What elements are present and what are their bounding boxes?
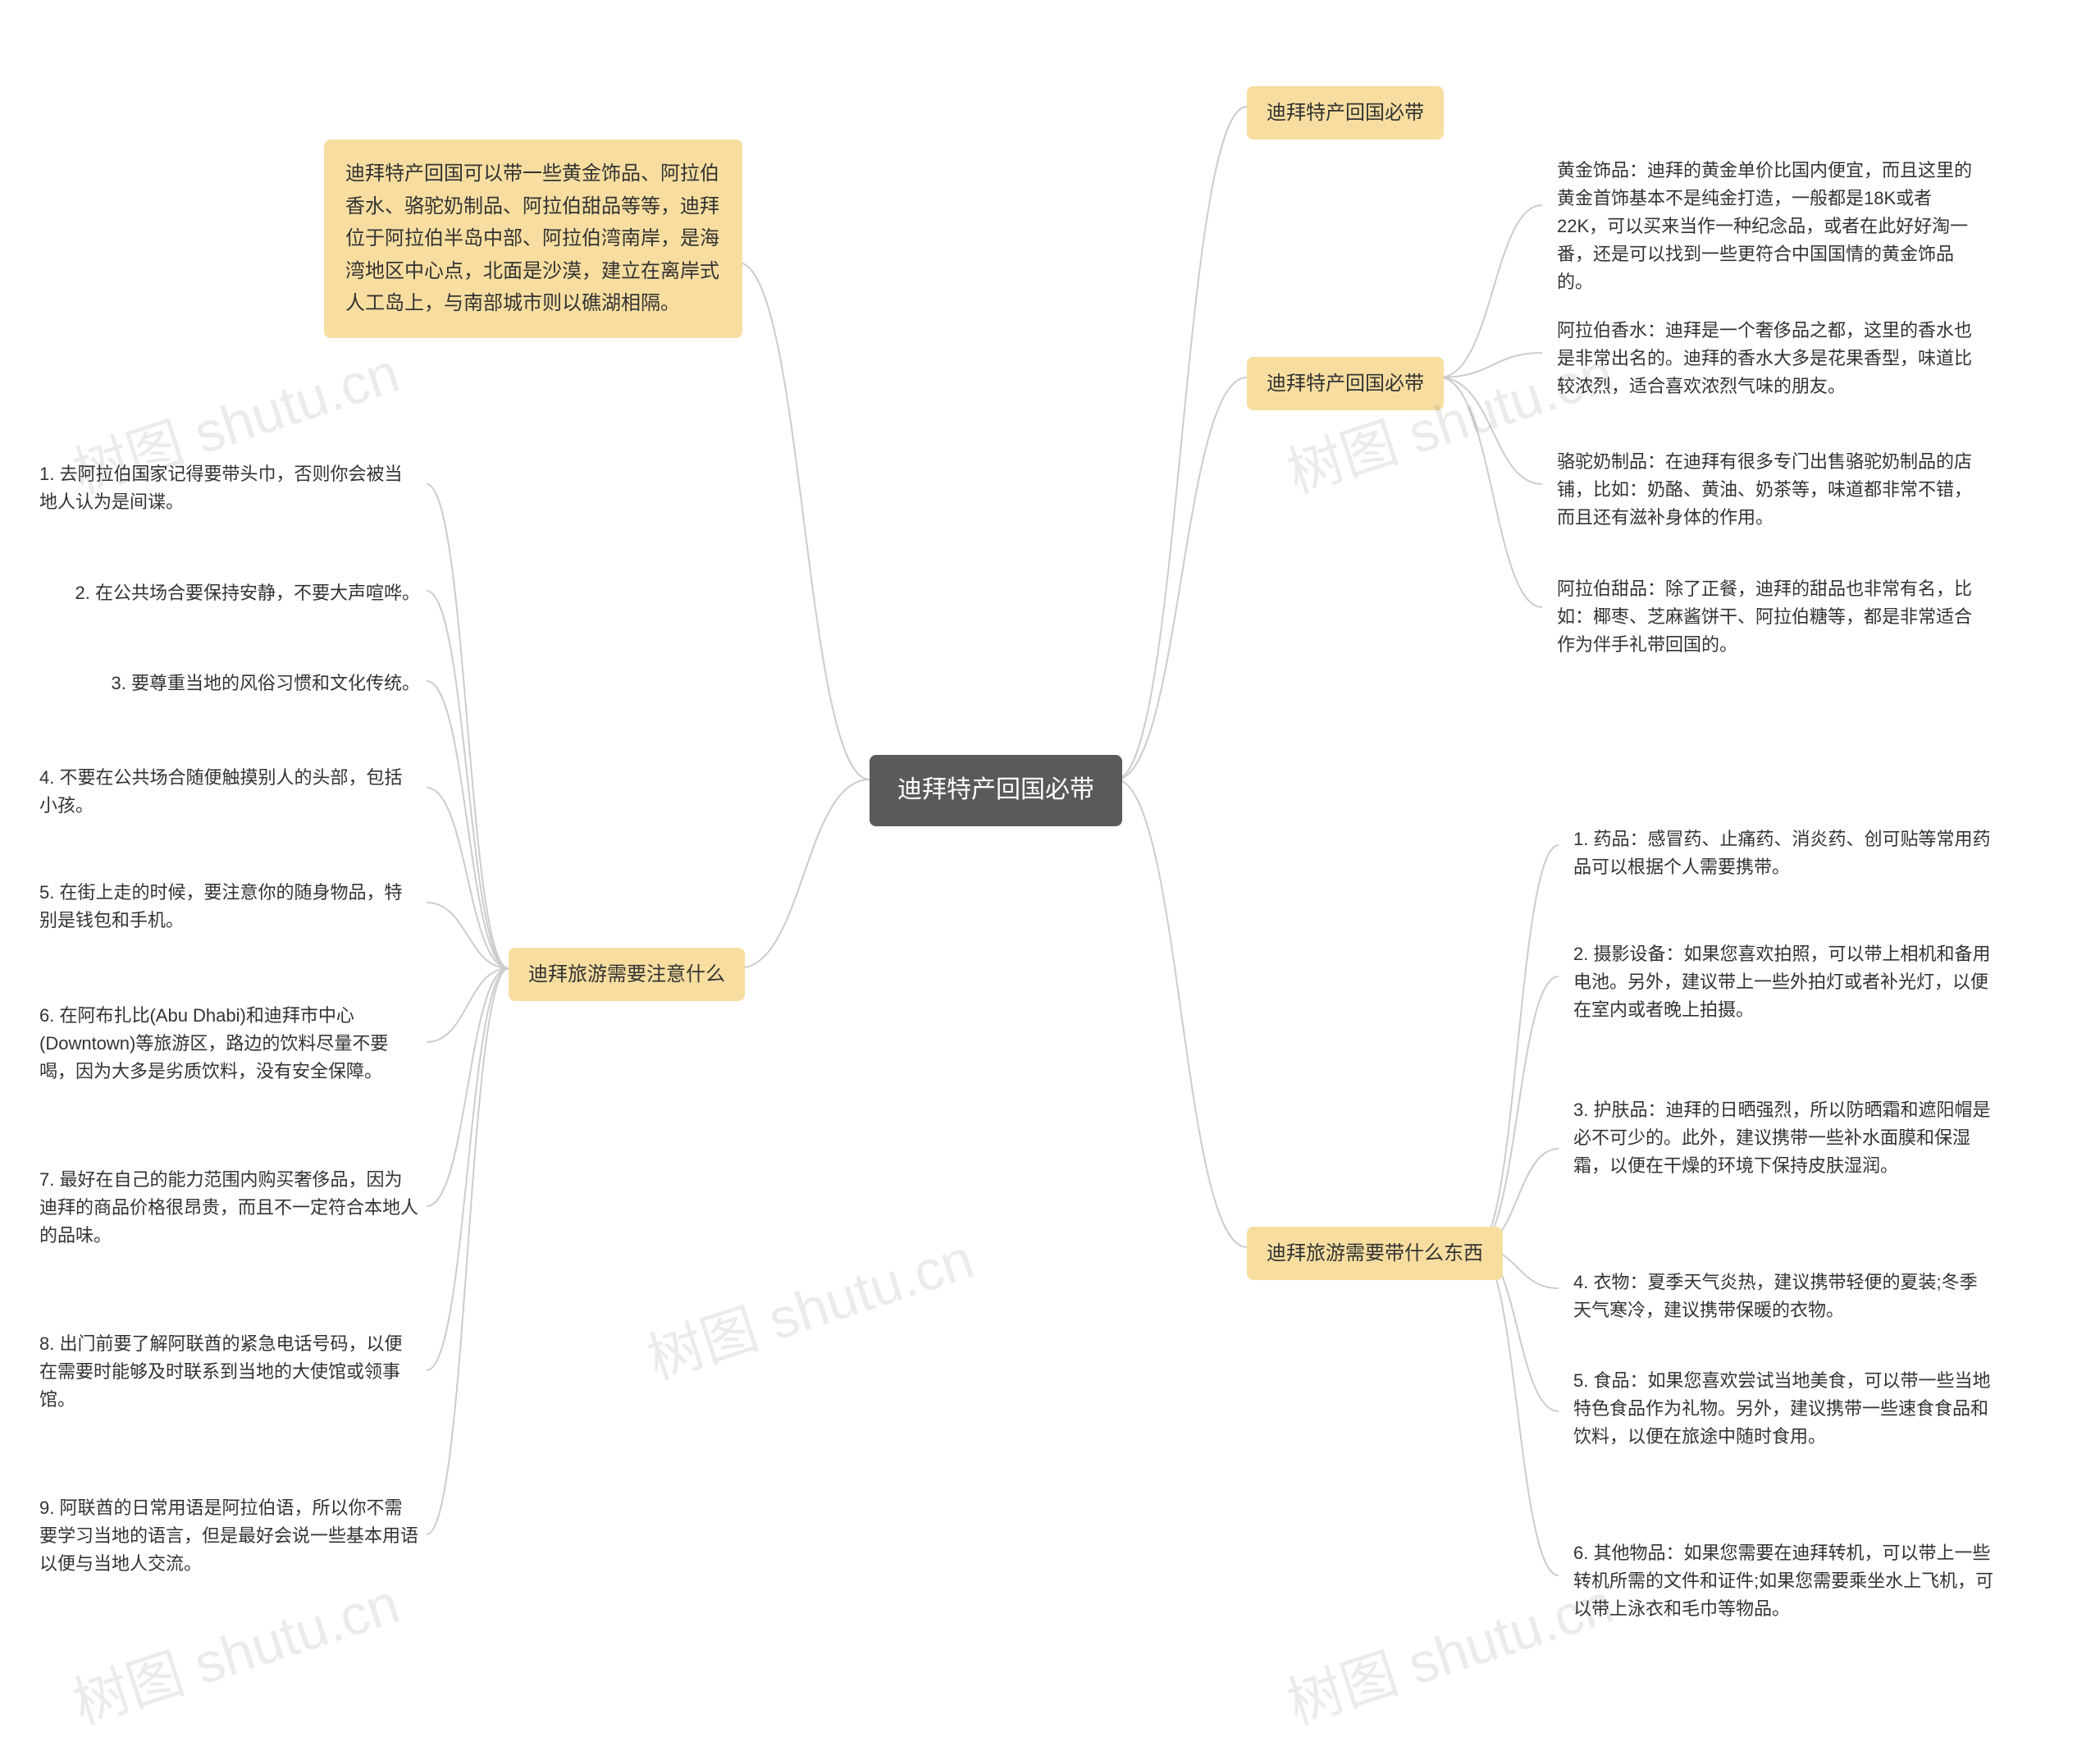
tip-text: 6. 在阿布扎比(Abu Dhabi)和迪拜市中心(Downtown)等旅游区，… xyxy=(39,1005,388,1081)
tip-leaf[interactable]: 5. 在街上走的时候，要注意你的随身物品，特别是钱包和手机。 xyxy=(33,874,427,940)
tip-leaf[interactable]: 6. 在阿布扎比(Abu Dhabi)和迪拜市中心(Downtown)等旅游区，… xyxy=(33,997,427,1090)
products-branch-label: 迪拜特产回国必带 xyxy=(1267,373,1424,395)
tip-text: 4. 不要在公共场合随便触摸别人的头部，包括小孩。 xyxy=(39,767,402,816)
tip-text: 2. 在公共场合要保持安静，不要大声喧哗。 xyxy=(75,583,420,603)
product-text: 阿拉伯甜品：除了正餐，迪拜的甜品也非常有名，比如：椰枣、芝麻酱饼干、阿拉伯糖等，… xyxy=(1557,578,1972,655)
tip-leaf[interactable]: 1. 去阿拉伯国家记得要带头巾，否则你会被当地人认为是间谍。 xyxy=(33,455,427,521)
bring-leaf[interactable]: 3. 护肤品：迪拜的日晒强烈，所以防晒霜和遮阳帽是必不可少的。此外，建议携带一些… xyxy=(1567,1091,2002,1185)
product-leaf[interactable]: 阿拉伯甜品：除了正餐，迪拜的甜品也非常有名，比如：椰枣、芝麻酱饼干、阿拉伯糖等，… xyxy=(1550,570,1985,664)
summary-node[interactable]: 迪拜特产回国可以带一些黄金饰品、阿拉伯香水、骆驼奶制品、阿拉伯甜品等等，迪拜位于… xyxy=(324,139,742,338)
tip-text: 3. 要尊重当地的风俗习惯和文化传统。 xyxy=(112,673,420,693)
bring-leaf[interactable]: 5. 食品：如果您喜欢尝试当地美食，可以带一些当地特色食品作为礼物。另外，建议携… xyxy=(1567,1362,2002,1456)
bring-text: 3. 护肤品：迪拜的日晒强烈，所以防晒霜和遮阳帽是必不可少的。此外，建议携带一些… xyxy=(1573,1100,1990,1176)
tip-leaf[interactable]: 3. 要尊重当地的风俗习惯和文化传统。 xyxy=(33,665,427,702)
product-leaf[interactable]: 阿拉伯香水：迪拜是一个奢侈品之都，这里的香水也是非常出名的。迪拜的香水大多是花果… xyxy=(1550,312,1985,405)
tip-leaf[interactable]: 9. 阿联酋的日常用语是阿拉伯语，所以你不需要学习当地的语言，但是最好会说一些基… xyxy=(33,1489,427,1583)
products-branch[interactable]: 迪拜特产回国必带 xyxy=(1247,357,1444,410)
title-branch-label: 迪拜特产回国必带 xyxy=(1267,102,1424,124)
product-text: 阿拉伯香水：迪拜是一个奢侈品之都，这里的香水也是非常出名的。迪拜的香水大多是花果… xyxy=(1557,320,1972,396)
bring-text: 4. 衣物：夏季天气炎热，建议携带轻便的夏装;冬季天气寒冷，建议携带保暖的衣物。 xyxy=(1573,1272,1978,1320)
title-branch[interactable]: 迪拜特产回国必带 xyxy=(1247,86,1444,139)
product-text: 骆驼奶制品：在迪拜有很多专门出售骆驼奶制品的店铺，比如：奶酪、黄油、奶茶等，味道… xyxy=(1557,451,1972,528)
bring-branch-label: 迪拜旅游需要带什么东西 xyxy=(1267,1242,1483,1264)
root-label: 迪拜特产回国必带 xyxy=(897,776,1094,803)
product-leaf[interactable]: 黄金饰品：迪拜的黄金单价比国内便宜，而且这里的黄金首饰基本不是纯金打造，一般都是… xyxy=(1550,152,1985,301)
tips-branch[interactable]: 迪拜旅游需要注意什么 xyxy=(509,948,745,1001)
watermark: 树图 shutu.cn xyxy=(62,1558,408,1740)
summary-text: 迪拜特产回国可以带一些黄金饰品、阿拉伯香水、骆驼奶制品、阿拉伯甜品等等，迪拜位于… xyxy=(345,162,719,314)
bring-text: 1. 药品：感冒药、止痛药、消炎药、创可贴等常用药品可以根据个人需要携带。 xyxy=(1573,829,1990,877)
tips-branch-label: 迪拜旅游需要注意什么 xyxy=(528,963,725,985)
bring-text: 6. 其他物品：如果您需要在迪拜转机，可以带上一些转机所需的文件和证件;如果您需… xyxy=(1573,1543,1993,1619)
tip-leaf[interactable]: 7. 最好在自己的能力范围内购买奢侈品，因为迪拜的商品价格很昂贵，而且不一定符合… xyxy=(33,1161,427,1255)
tip-text: 1. 去阿拉伯国家记得要带头巾，否则你会被当地人认为是间谍。 xyxy=(39,464,402,512)
tip-text: 7. 最好在自己的能力范围内购买奢侈品，因为迪拜的商品价格很昂贵，而且不一定符合… xyxy=(39,1169,418,1246)
tip-text: 8. 出门前要了解阿联酋的紧急电话号码，以便在需要时能够及时联系到当地的大使馆或… xyxy=(39,1333,402,1410)
tip-leaf[interactable]: 2. 在公共场合要保持安静，不要大声喧哗。 xyxy=(33,574,427,612)
tip-text: 9. 阿联酋的日常用语是阿拉伯语，所以你不需要学习当地的语言，但是最好会说一些基… xyxy=(39,1497,418,1574)
tip-text: 5. 在街上走的时候，要注意你的随身物品，特别是钱包和手机。 xyxy=(39,882,402,930)
bring-leaf[interactable]: 2. 摄影设备：如果您喜欢拍照，可以带上相机和备用电池。另外，建议带上一些外拍灯… xyxy=(1567,935,2002,1029)
product-text: 黄金饰品：迪拜的黄金单价比国内便宜，而且这里的黄金首饰基本不是纯金打造，一般都是… xyxy=(1557,160,1972,292)
bring-leaf[interactable]: 6. 其他物品：如果您需要在迪拜转机，可以带上一些转机所需的文件和证件;如果您需… xyxy=(1567,1534,2002,1628)
bring-text: 2. 摄影设备：如果您喜欢拍照，可以带上相机和备用电池。另外，建议带上一些外拍灯… xyxy=(1573,944,1990,1020)
bring-branch[interactable]: 迪拜旅游需要带什么东西 xyxy=(1247,1227,1503,1280)
product-leaf[interactable]: 骆驼奶制品：在迪拜有很多专门出售骆驼奶制品的店铺，比如：奶酪、黄油、奶茶等，味道… xyxy=(1550,443,1985,537)
bring-leaf[interactable]: 1. 药品：感冒药、止痛药、消炎药、创可贴等常用药品可以根据个人需要携带。 xyxy=(1567,821,2002,886)
tip-leaf[interactable]: 4. 不要在公共场合随便触摸别人的头部，包括小孩。 xyxy=(33,759,427,825)
bring-leaf[interactable]: 4. 衣物：夏季天气炎热，建议携带轻便的夏装;冬季天气寒冷，建议携带保暖的衣物。 xyxy=(1567,1264,2002,1329)
root-node[interactable]: 迪拜特产回国必带 xyxy=(870,755,1122,826)
tip-leaf[interactable]: 8. 出门前要了解阿联酋的紧急电话号码，以便在需要时能够及时联系到当地的大使馆或… xyxy=(33,1325,427,1419)
bring-text: 5. 食品：如果您喜欢尝试当地美食，可以带一些当地特色食品作为礼物。另外，建议携… xyxy=(1573,1370,1990,1447)
watermark: 树图 shutu.cn xyxy=(636,1214,982,1395)
